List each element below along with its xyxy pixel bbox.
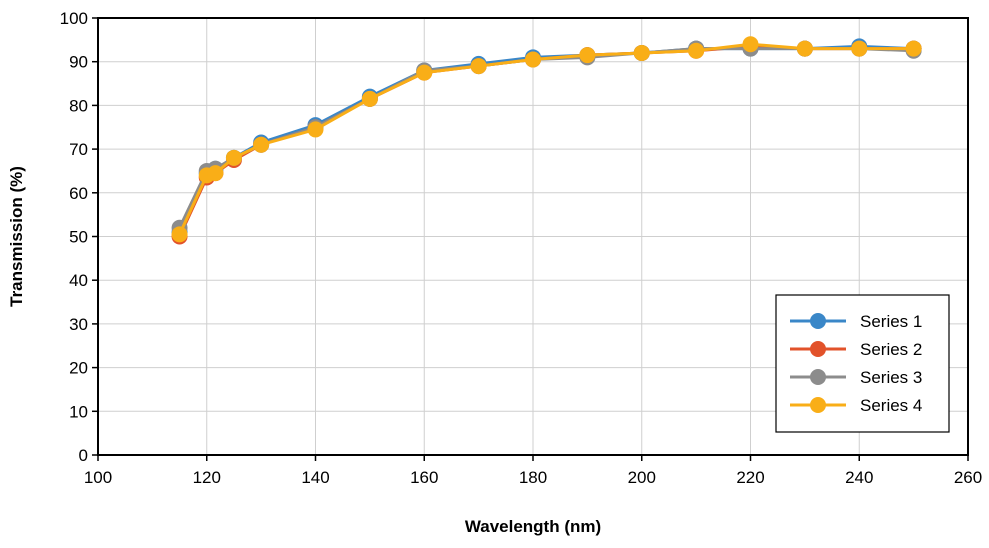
series-1-line: [178, 44, 914, 233]
series-4-point: [470, 58, 487, 75]
series-4-point: [225, 149, 242, 166]
legend-label: Series 1: [860, 312, 922, 331]
y-tick-label: 90: [69, 53, 88, 72]
legend-swatch-marker: [810, 313, 826, 329]
series-4-point: [361, 90, 378, 107]
y-tick-label: 100: [60, 9, 88, 28]
series-4-point: [742, 36, 759, 53]
series-layer: [171, 36, 922, 245]
x-tick-label: 220: [736, 468, 764, 487]
legend-swatch-marker: [810, 397, 826, 413]
legend-item: Series 1: [790, 312, 922, 331]
series-4-point: [307, 121, 324, 138]
legend-swatch-marker: [810, 341, 826, 357]
series-4-point: [207, 165, 224, 182]
series-4-point: [171, 226, 188, 243]
y-tick-label: 60: [69, 184, 88, 203]
y-tick-label: 70: [69, 140, 88, 159]
series-4-point: [525, 51, 541, 68]
series-4-point: [851, 40, 868, 57]
y-tick-label: 30: [69, 315, 88, 334]
series-4-point: [416, 64, 433, 81]
x-tick-label: 180: [519, 468, 547, 487]
legend-box: [775, 294, 950, 433]
legend-item: Series 4: [790, 396, 922, 415]
y-tick-label: 40: [69, 271, 88, 290]
legend-item: Series 2: [790, 340, 922, 359]
y-tick-label: 0: [79, 446, 88, 465]
x-tick-label: 240: [845, 468, 873, 487]
x-tick-label: 120: [193, 468, 221, 487]
y-tick-label: 80: [69, 96, 88, 115]
legend-label: Series 4: [860, 396, 922, 415]
x-tick-label: 100: [84, 468, 112, 487]
series-4-point: [688, 42, 705, 59]
x-tick-label: 200: [628, 468, 656, 487]
y-tick-label: 50: [69, 228, 88, 247]
series-2: [171, 38, 922, 245]
legend-item: Series 3: [790, 368, 922, 387]
series-4-point: [579, 47, 596, 64]
series-4: [171, 36, 922, 243]
series-4-point: [253, 136, 270, 153]
x-tick-label: 160: [410, 468, 438, 487]
series-4-point: [633, 44, 650, 61]
y-tick-label: 10: [69, 402, 88, 421]
x-tick-label: 260: [954, 468, 982, 487]
legend-swatch-marker: [810, 369, 826, 385]
y-axis-title: Transmission (%): [7, 166, 26, 307]
series-4-line: [178, 42, 914, 235]
series-2-line: [178, 44, 914, 238]
tick-labels: 100 120 140 160 180 200 220 240 260 0 10 20 30 40 50 60…: [60, 9, 983, 487]
legend: Series 1 Series 2 Series 3 Series 4: [775, 294, 950, 433]
x-axis-title: Wavelength (nm): [465, 517, 601, 536]
series-4-point: [905, 40, 922, 57]
x-tick-label: 140: [301, 468, 329, 487]
legend-label: Series 2: [860, 340, 922, 359]
series-4-point: [796, 40, 813, 57]
legend-label: Series 3: [860, 368, 922, 387]
y-tick-label: 20: [69, 359, 88, 378]
